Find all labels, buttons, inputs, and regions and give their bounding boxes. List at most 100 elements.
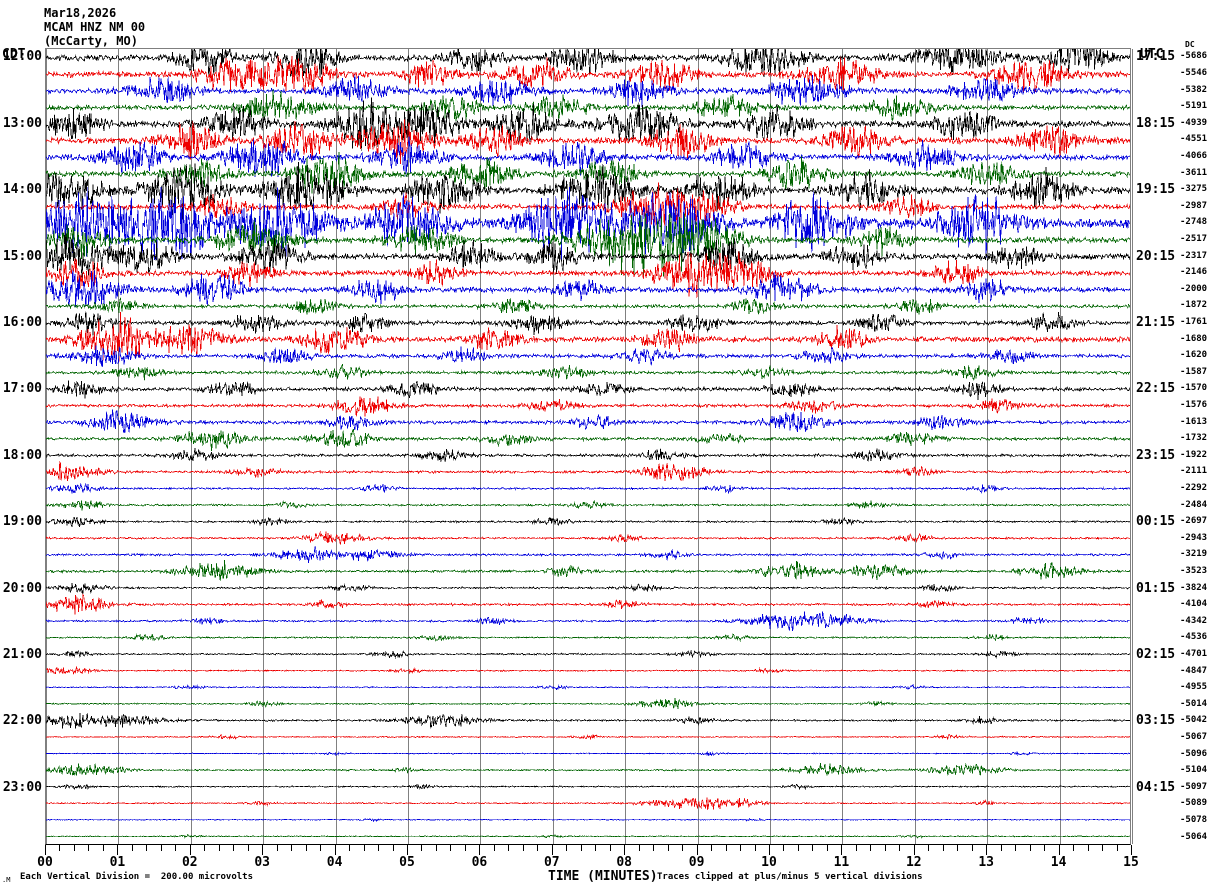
trace-12 <box>46 230 1130 278</box>
dc-offset-value-38: -4955 <box>1180 682 1208 693</box>
x-tick-minor <box>204 845 206 851</box>
dc-offset-value-15: -1872 <box>1180 300 1208 311</box>
left-timezone-label: CDT <box>2 47 26 62</box>
scale-note: Each Vertical Division = 200.00 microvol… <box>20 872 253 882</box>
x-axis-label-05: 05 <box>399 855 415 870</box>
gridline-minute-09 <box>697 49 699 844</box>
x-axis-label-00: 00 <box>37 855 53 870</box>
trace-25 <box>46 460 1130 482</box>
x-tick-minor <box>392 845 394 851</box>
x-axis-ticks <box>45 845 1132 855</box>
x-axis-label-08: 08 <box>616 855 633 870</box>
x-axis-label-10: 10 <box>761 855 777 870</box>
dc-offset-value-21: -1576 <box>1180 399 1208 410</box>
right-hour-label-1915: 19:15 <box>1136 182 1176 198</box>
trace-37 <box>46 665 1130 675</box>
trace-36 <box>46 649 1130 659</box>
x-tick-minor <box>725 845 727 851</box>
trace-40 <box>46 713 1130 729</box>
dc-offset-value-46: -5078 <box>1180 815 1208 826</box>
x-tick-minor <box>131 845 133 851</box>
left-hour-label-1600: 16:00 <box>2 314 42 330</box>
x-tick-minor <box>580 845 582 851</box>
trace-8 <box>46 162 1130 221</box>
dc-offset-value-1: -5546 <box>1180 67 1208 78</box>
x-tick-minor <box>378 845 380 851</box>
trace-4 <box>46 97 1130 151</box>
dc-offset-value-39: -5014 <box>1180 698 1208 709</box>
gridline-minute-10 <box>770 49 771 844</box>
left-hour-label-2300: 23:00 <box>2 779 42 795</box>
left-hour-label-1400: 14:00 <box>2 182 42 198</box>
dc-offset-value-5: -4551 <box>1180 134 1208 145</box>
trace-3 <box>46 89 1130 122</box>
dc-offset-value-37: -4847 <box>1180 665 1208 676</box>
right-hour-label-1715: 17:15 <box>1136 49 1176 65</box>
dc-offset-value-13: -2146 <box>1180 267 1208 278</box>
dc-offset-value-31: -3523 <box>1180 566 1208 577</box>
gridline-minute-07 <box>552 49 554 844</box>
x-tick-minor <box>1116 845 1118 851</box>
dc-offset-value-11: -2517 <box>1180 233 1208 244</box>
dc-offset-value-47: -5064 <box>1180 831 1208 842</box>
x-tick-minor <box>1073 845 1075 851</box>
dc-offset-value-7: -3611 <box>1180 167 1208 178</box>
dc-offset-value-29: -2943 <box>1180 532 1208 543</box>
dc-offset-value-4: -4939 <box>1180 117 1208 128</box>
trace-13 <box>46 250 1130 298</box>
x-tick-minor <box>855 845 857 851</box>
dc-offset-value-22: -1613 <box>1180 416 1208 427</box>
x-tick-major-12 <box>913 845 915 855</box>
x-tick-minor <box>1102 845 1104 851</box>
trace-18 <box>46 345 1130 367</box>
x-tick-minor <box>233 845 235 851</box>
trace-9 <box>46 182 1130 227</box>
x-tick-major-06 <box>479 845 481 855</box>
right-hour-label-0415: 04:15 <box>1136 779 1176 795</box>
left-hour-label-1900: 19:00 <box>2 514 42 530</box>
x-tick-minor <box>884 845 886 851</box>
gridline-minute-04 <box>335 49 337 844</box>
x-tick-major-01 <box>117 845 119 855</box>
trace-35 <box>46 633 1130 643</box>
trace-23 <box>46 428 1130 452</box>
trace-34 <box>46 611 1130 632</box>
x-axis-label-04: 04 <box>326 855 343 870</box>
gridline-minute-12 <box>914 49 916 844</box>
corner-mark-text: .M <box>2 876 11 884</box>
dc-offset-value-20: -1570 <box>1180 383 1208 394</box>
x-tick-minor <box>682 845 684 851</box>
trace-10 <box>46 187 1130 260</box>
x-tick-minor <box>537 845 539 851</box>
gridline-minute-06 <box>480 49 482 844</box>
header-channel: MCAM HNZ NM 00 <box>44 20 146 34</box>
dc-offset-value-16: -1761 <box>1180 316 1208 327</box>
x-tick-minor <box>667 845 669 851</box>
x-tick-minor <box>435 845 437 851</box>
x-tick-minor <box>1029 845 1031 851</box>
trace-7 <box>46 152 1130 194</box>
trace-32 <box>46 583 1130 594</box>
x-tick-minor <box>508 845 510 851</box>
left-hour-label-1200: 12:00 <box>2 49 42 65</box>
seismic-traces <box>46 49 1130 839</box>
header-site: (McCarty, MO) <box>44 34 138 48</box>
trace-6 <box>46 136 1130 178</box>
x-tick-minor <box>320 845 322 851</box>
x-tick-minor <box>595 845 597 851</box>
x-axis-label-06: 06 <box>471 855 488 870</box>
gridline-minute-02 <box>190 49 192 844</box>
dc-offset-value-6: -4066 <box>1180 150 1208 161</box>
x-axis-label-11: 11 <box>833 855 850 870</box>
dc-offset-value-40: -5042 <box>1180 715 1208 726</box>
trace-15 <box>46 296 1130 315</box>
dc-offset-value-17: -1680 <box>1180 333 1208 344</box>
gridline-minute-05 <box>408 49 409 844</box>
x-tick-minor <box>88 845 90 851</box>
x-axis-label-09: 09 <box>688 855 705 870</box>
left-hour-label-1700: 17:00 <box>2 381 42 397</box>
trace-17 <box>46 311 1130 362</box>
x-tick-major-03 <box>262 845 264 855</box>
x-tick-minor <box>146 845 148 851</box>
dc-offset-value-33: -4104 <box>1180 599 1208 610</box>
